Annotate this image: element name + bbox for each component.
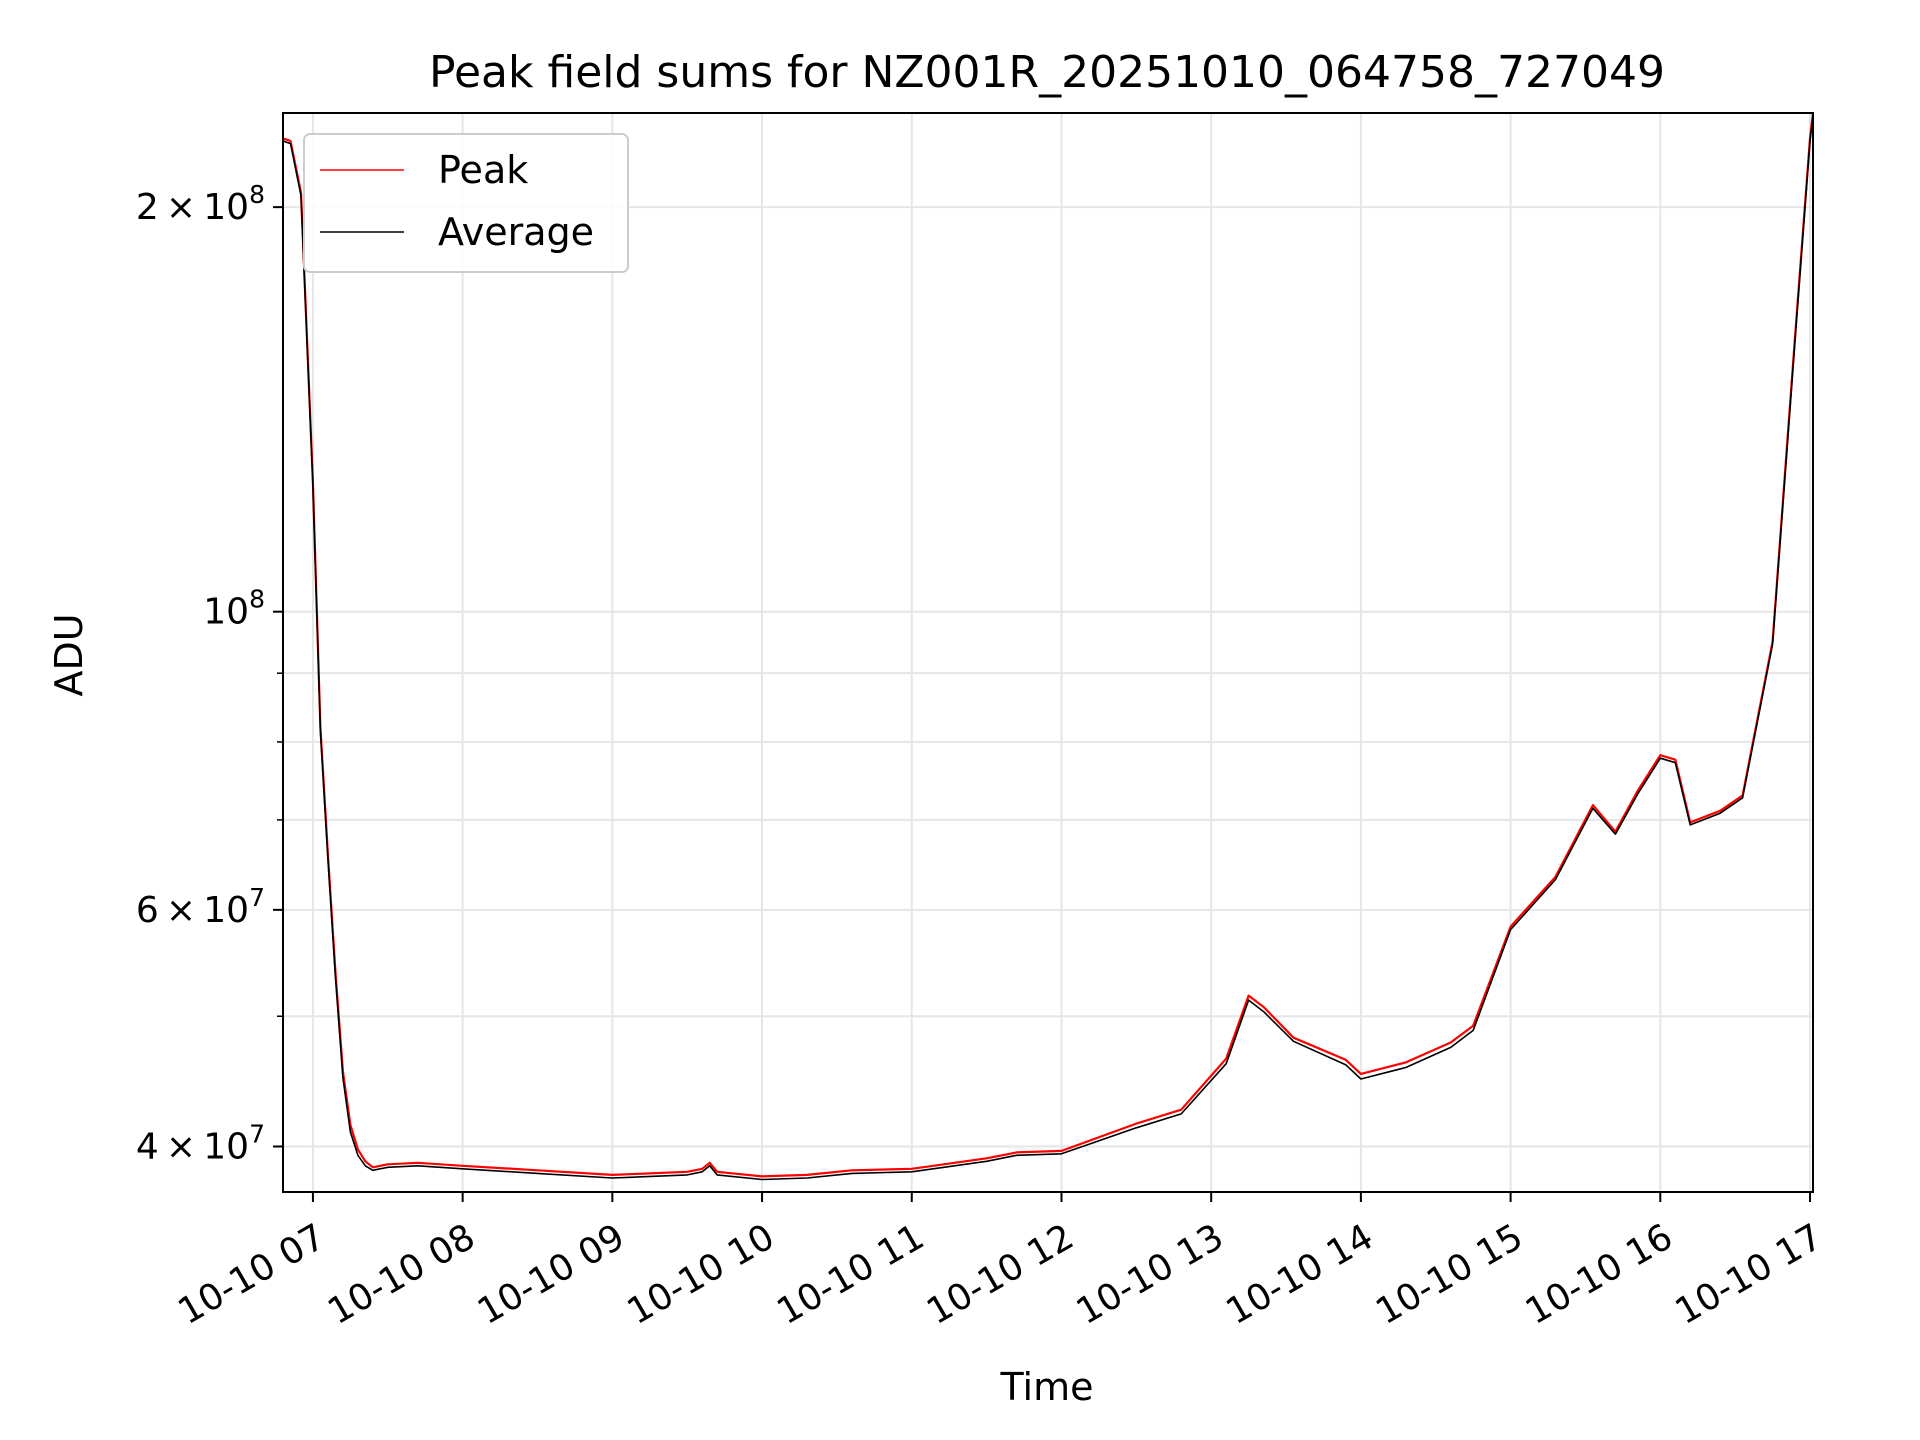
grid-layer bbox=[283, 113, 1813, 1192]
legend: Peak Average bbox=[303, 133, 629, 273]
legend-average-label: Average bbox=[438, 210, 594, 254]
y-axis-label: ADU bbox=[47, 613, 91, 696]
legend-box bbox=[303, 133, 629, 273]
y-tick-label: 2 × 108 bbox=[136, 180, 265, 228]
series-layer bbox=[283, 113, 1813, 1181]
chart-title: Peak field sums for NZ001R_20251010_0647… bbox=[429, 47, 1665, 98]
series-line-average bbox=[283, 115, 1813, 1181]
y-tick-label: 4 × 107 bbox=[136, 1119, 265, 1167]
y-tick-label: 6 × 107 bbox=[136, 883, 265, 931]
y-tick-label: 108 bbox=[203, 585, 265, 633]
plot-frame bbox=[282, 112, 1814, 1193]
series-line-peak bbox=[283, 113, 1813, 1178]
legend-peak-label: Peak bbox=[438, 148, 528, 192]
x-axis-label: Time bbox=[1000, 1365, 1094, 1409]
